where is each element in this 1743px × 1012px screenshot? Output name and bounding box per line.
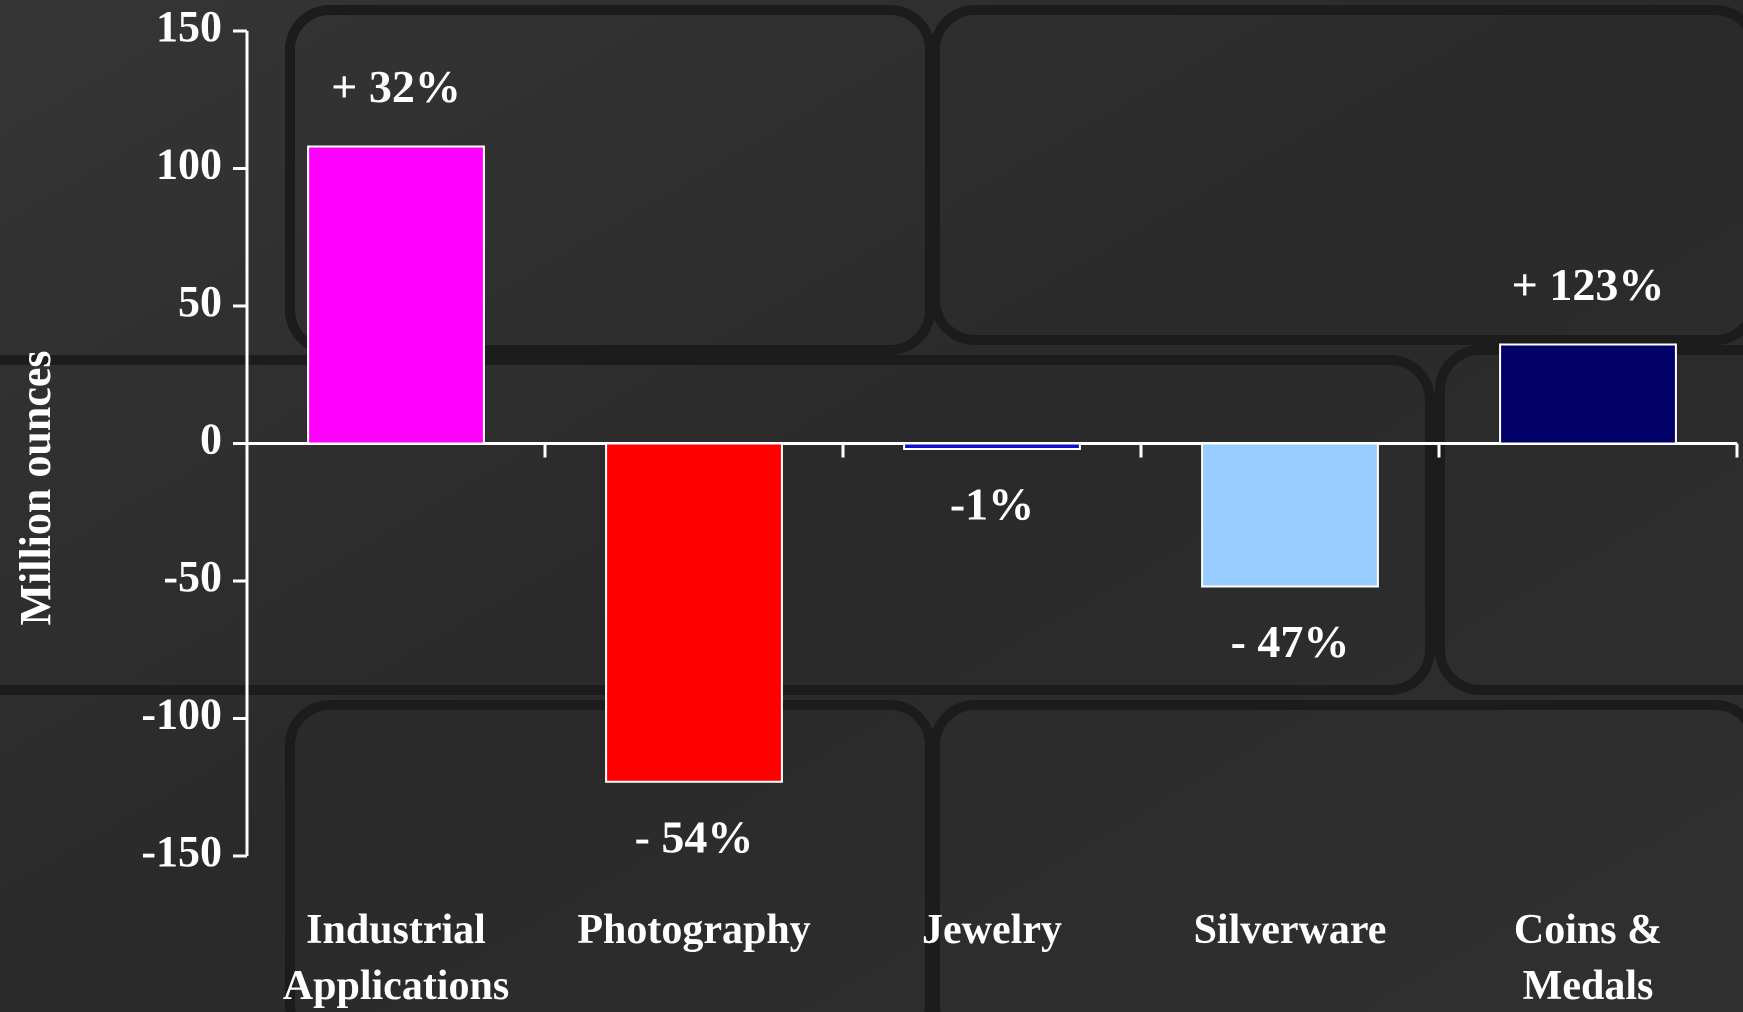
change-label: + 32% [331, 61, 461, 112]
bar [605, 442, 783, 783]
y-tick-label: 0 [200, 415, 222, 464]
bar [1201, 442, 1379, 588]
y-tick-label: 150 [156, 2, 222, 51]
y-tick-label: 100 [156, 140, 222, 189]
x-tick-label: Silverware [1193, 907, 1387, 953]
bar [903, 442, 1081, 450]
y-tick-label: -50 [163, 552, 222, 601]
y-axis-label: Million ounces [11, 350, 60, 625]
y-tick-label: -100 [141, 690, 222, 739]
change-label: + 123% [1512, 259, 1665, 310]
x-tick-label: Coins & Medals [1513, 907, 1663, 1009]
y-tick-label: -150 [141, 827, 222, 876]
change-label: - 54% [635, 811, 754, 862]
x-tick-label: Industrial Applications [282, 907, 510, 1009]
x-tick-label: Photography [577, 907, 811, 953]
bar [307, 145, 485, 445]
y-tick-label: 50 [178, 277, 222, 326]
change-label: - 47% [1231, 616, 1350, 667]
bar [1499, 343, 1677, 445]
x-tick-label: Jewelry [922, 907, 1062, 953]
change-label: -1% [950, 479, 1034, 530]
